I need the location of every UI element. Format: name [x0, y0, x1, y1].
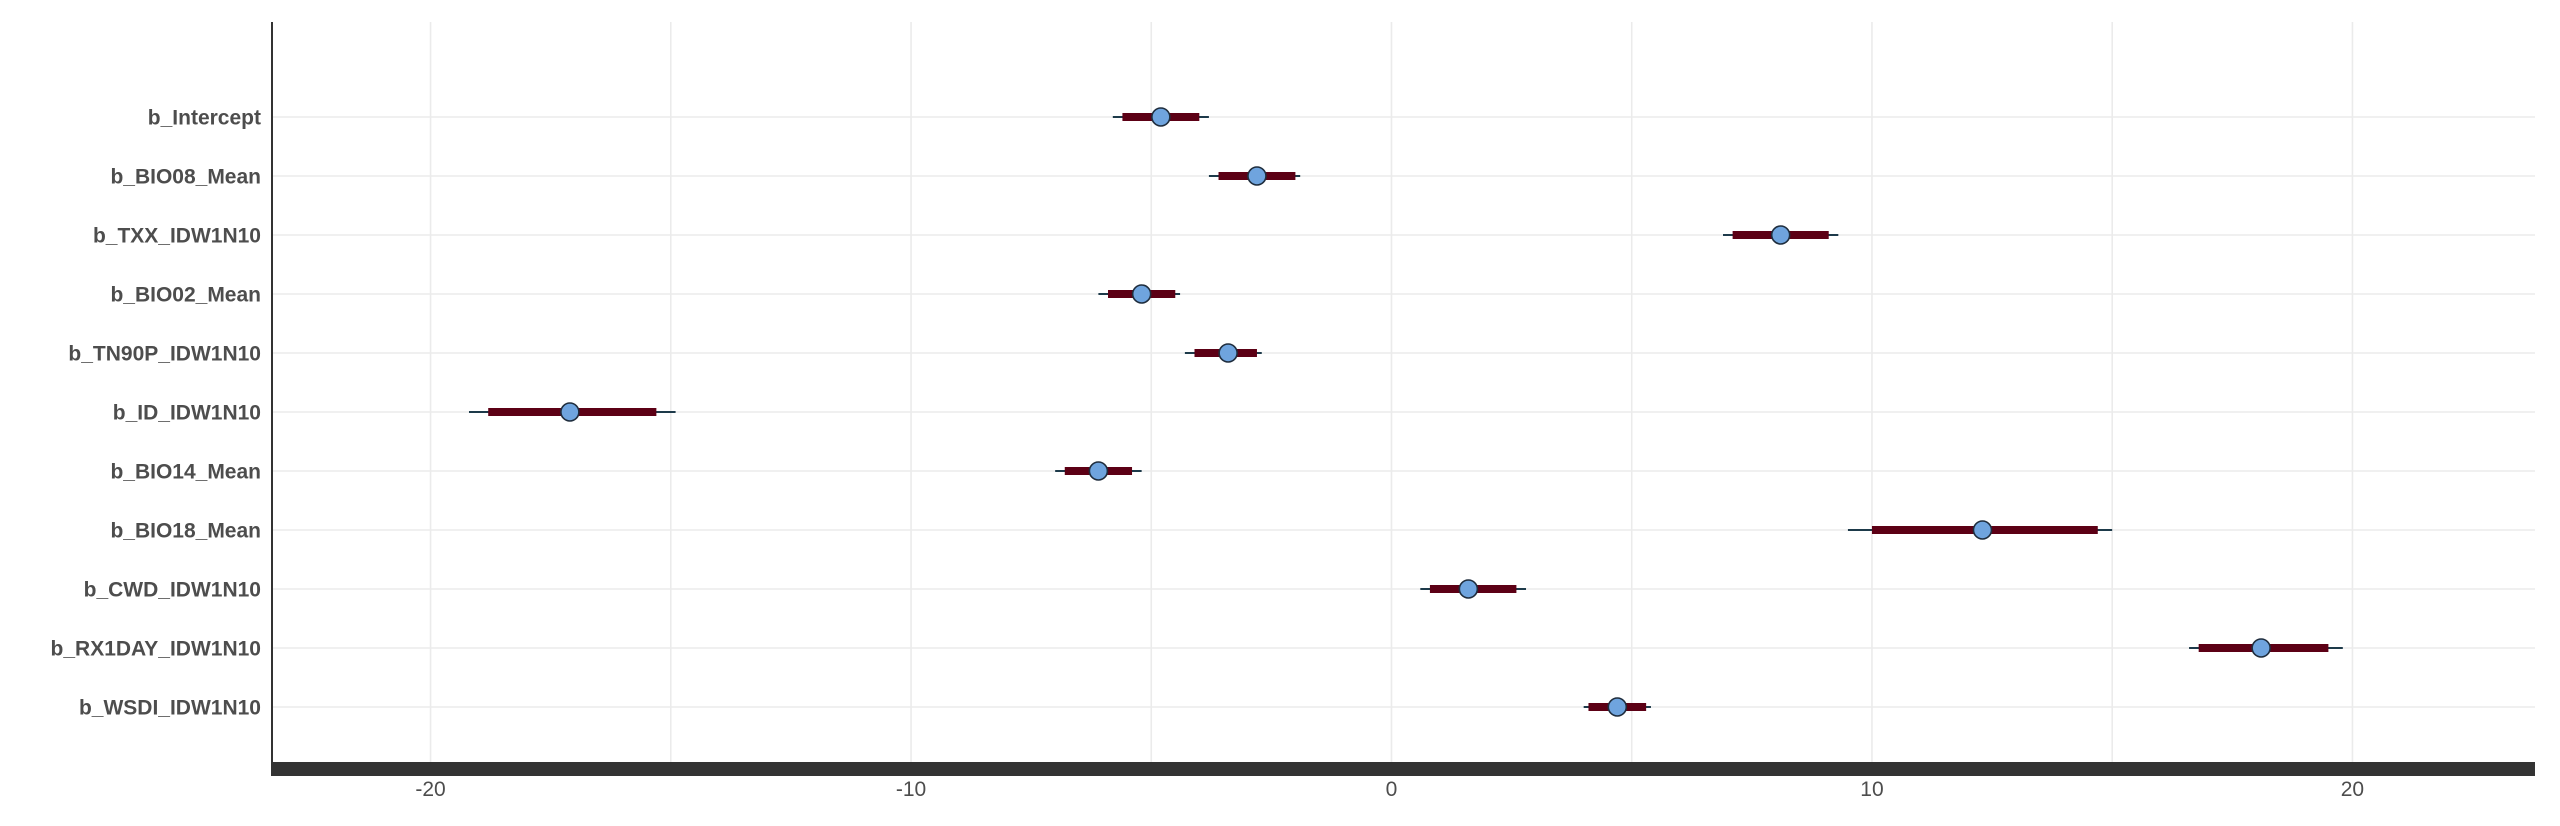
- point-estimate: [1151, 107, 1171, 127]
- parameter-label: b_ID_IDW1N10: [113, 402, 261, 425]
- point-estimate: [1458, 579, 1479, 599]
- axes: [271, 22, 2535, 776]
- parameter-label: b_Intercept: [148, 107, 261, 130]
- point-estimate: [1972, 520, 1993, 540]
- parameter-label: b_TXX_IDW1N10: [93, 225, 261, 248]
- parameter-intervals: [468, 107, 2343, 717]
- point-estimate: [1131, 284, 1152, 304]
- parameter-labels: b_Intercept b_BIO08_Mean b_TXX_IDW1N10 b_BI…: [51, 107, 261, 720]
- x-tick-label: 0: [1386, 778, 1398, 801]
- parameter-label: b_BIO18_Mean: [110, 520, 261, 543]
- vertical-gridlines: [429, 22, 2354, 762]
- parameter-label: b_TN90P_IDW1N10: [68, 343, 261, 366]
- x-tick-label: 10: [1860, 778, 1883, 801]
- point-estimate: [1607, 697, 1628, 717]
- point-estimate: [1770, 225, 1791, 245]
- point-estimate: [2251, 638, 2271, 658]
- parameter-label: b_CWD_IDW1N10: [84, 579, 261, 602]
- parameter-label: b_BIO08_Mean: [110, 166, 261, 189]
- x-axis-bar: [272, 762, 2535, 776]
- point-estimate: [1247, 166, 1267, 186]
- x-tick-label: -20: [415, 778, 445, 801]
- x-tick-label: -10: [896, 778, 926, 801]
- point-estimate: [1088, 461, 1109, 481]
- point-estimate: [560, 402, 580, 422]
- parameter-label: b_BIO02_Mean: [110, 284, 261, 307]
- parameter-label: b_WSDI_IDW1N10: [79, 697, 261, 720]
- x-tick-label: 20: [2341, 778, 2364, 801]
- x-tick-labels: -20 -10 0 10 20: [415, 778, 2364, 801]
- horizontal-gridlines: [272, 116, 2535, 708]
- parameter-label: b_BIO14_Mean: [110, 461, 261, 484]
- parameter-label: b_RX1DAY_IDW1N10: [51, 638, 261, 661]
- point-estimate: [1218, 343, 1238, 363]
